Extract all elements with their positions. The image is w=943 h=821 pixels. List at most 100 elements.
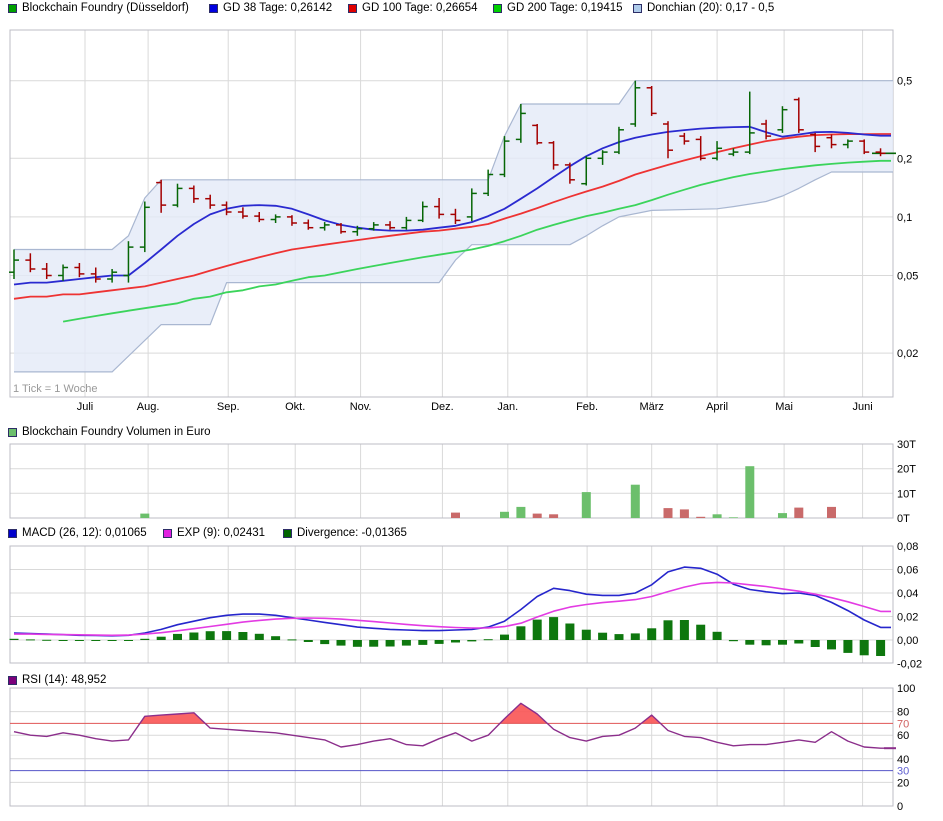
month-label: Dez. [431, 401, 454, 413]
legend-item-exp: EXP (9): 0,02431 [163, 527, 265, 539]
macd-pane: 0,08 0,06 0,04 0,02 0,00 -0,02 [9, 541, 922, 671]
month-label: Feb. [576, 401, 598, 413]
volume-bar [549, 514, 559, 518]
volume-bar [728, 517, 738, 518]
volume-bar [745, 466, 755, 518]
volume-bar [630, 484, 640, 518]
month-label: Jan. [497, 401, 518, 413]
month-axis: Juli Aug. Sep. Okt. Nov. Dez. Jan. Feb. März Apri… [77, 401, 873, 413]
divergence-bar [565, 623, 575, 640]
month-label: Sep. [217, 401, 240, 413]
divergence-swatch-icon [283, 528, 292, 538]
price-pane: 0,5 0,2 0,1 0,05 0,02 [9, 29, 918, 398]
divergence-bar [663, 620, 673, 640]
divergence-bar [205, 631, 215, 640]
divergence-bar [810, 640, 820, 647]
volume-bar [778, 513, 787, 518]
month-label: Nov. [350, 401, 372, 413]
divergence-bar [761, 640, 771, 646]
y-axis-label: 100 [897, 683, 915, 695]
legend-item-volume: Blockchain Foundry Volumen in Euro [8, 426, 211, 438]
volume-bar [696, 516, 706, 518]
macd-line [13, 566, 891, 637]
month-label: Mai [775, 401, 793, 413]
divergence-bar [320, 640, 330, 645]
legend-label: GD 100 Tage: 0,26654 [362, 2, 478, 14]
divergence-bar [140, 638, 150, 640]
month-label: April [706, 401, 728, 413]
volume-bar [451, 512, 460, 518]
divergence-bar [728, 640, 738, 642]
divergence-bar [516, 626, 526, 640]
y-axis-label: 40 [897, 754, 909, 766]
y-axis-label: 0,04 [897, 588, 918, 600]
legend-item-gd100: GD 100 Tage: 0,26654 [348, 2, 478, 14]
pane-border [9, 545, 894, 664]
divergence-bar [827, 640, 836, 650]
divergence-bar [254, 633, 264, 640]
rsi-overbought-fill [139, 712, 206, 724]
tick-note: 1 Tick = 1 Woche [13, 383, 98, 395]
macd-swatch-icon [8, 528, 17, 538]
divergence-bar [124, 640, 133, 641]
divergence-bar [794, 640, 804, 644]
gd38-swatch-icon [209, 3, 218, 13]
divergence-bar [859, 640, 869, 656]
y-axis-label: 0,06 [897, 565, 918, 577]
month-label: Juli [77, 401, 94, 413]
y-axis-label: -0,02 [897, 659, 922, 671]
gd100-swatch-icon [348, 3, 357, 13]
y-axis-label: 20T [897, 464, 916, 476]
y-axis-label: 20 [897, 777, 909, 789]
legend-item-instrument: Blockchain Foundry (Düsseldorf) [8, 2, 189, 14]
volume-bar [679, 509, 689, 518]
legend-item-divergence: Divergence: -0,01365 [283, 527, 407, 539]
divergence-bar [271, 636, 281, 640]
divergence-bar [712, 631, 722, 640]
divergence-bar [189, 632, 199, 640]
divergence-bar [647, 628, 657, 641]
macd-legend: MACD (26, 12): 0,01065 EXP (9): 0,02431 … [0, 527, 943, 541]
divergence-bar [630, 633, 640, 640]
volume-bar [500, 511, 509, 518]
y-axis-label: 0,1 [897, 212, 912, 224]
month-label: März [639, 401, 663, 413]
legend-label: EXP (9): 0,02431 [177, 527, 266, 539]
rsi-overbought-fill [641, 715, 661, 724]
legend-label: Donchian (20): 0,17 - 0,5 [647, 2, 775, 14]
y-axis-label: 0T [897, 513, 910, 525]
divergence-bar [549, 617, 559, 640]
pane-border [9, 687, 894, 807]
divergence-bar [418, 640, 428, 645]
divergence-bar [156, 636, 166, 640]
y-axis-label: 0,05 [897, 271, 918, 283]
divergence-bar [696, 624, 706, 640]
divergence-bar [483, 639, 493, 641]
month-label: Okt. [285, 401, 305, 413]
y-axis-label: 30T [897, 439, 916, 451]
divergence-bar [467, 640, 477, 642]
y-axis-label: 0,02 [897, 612, 918, 624]
divergence-bar [238, 632, 248, 640]
volume-pane: 30T 20T 10T 0T [9, 439, 916, 525]
divergence-bar [369, 640, 379, 647]
divergence-bar [745, 640, 755, 645]
volume-bar [663, 508, 673, 518]
divergence-bar [679, 620, 689, 640]
pane-border [9, 443, 894, 519]
exp-swatch-icon [163, 528, 172, 538]
exp-signal-line [14, 581, 891, 637]
divergence-bar [287, 639, 297, 641]
volume-bar [516, 506, 526, 518]
volume-bar [794, 507, 804, 518]
rsi-overbought-fill [499, 703, 548, 724]
divergence-bar [91, 640, 101, 641]
divergence-bar [385, 640, 395, 647]
legend-item-gd38: GD 38 Tage: 0,26142 [209, 2, 332, 14]
divergence-bar [614, 634, 624, 640]
donchian-upper-line [14, 80, 893, 251]
divergence-bar [598, 632, 608, 640]
y-axis-label: 0,02 [897, 348, 918, 360]
